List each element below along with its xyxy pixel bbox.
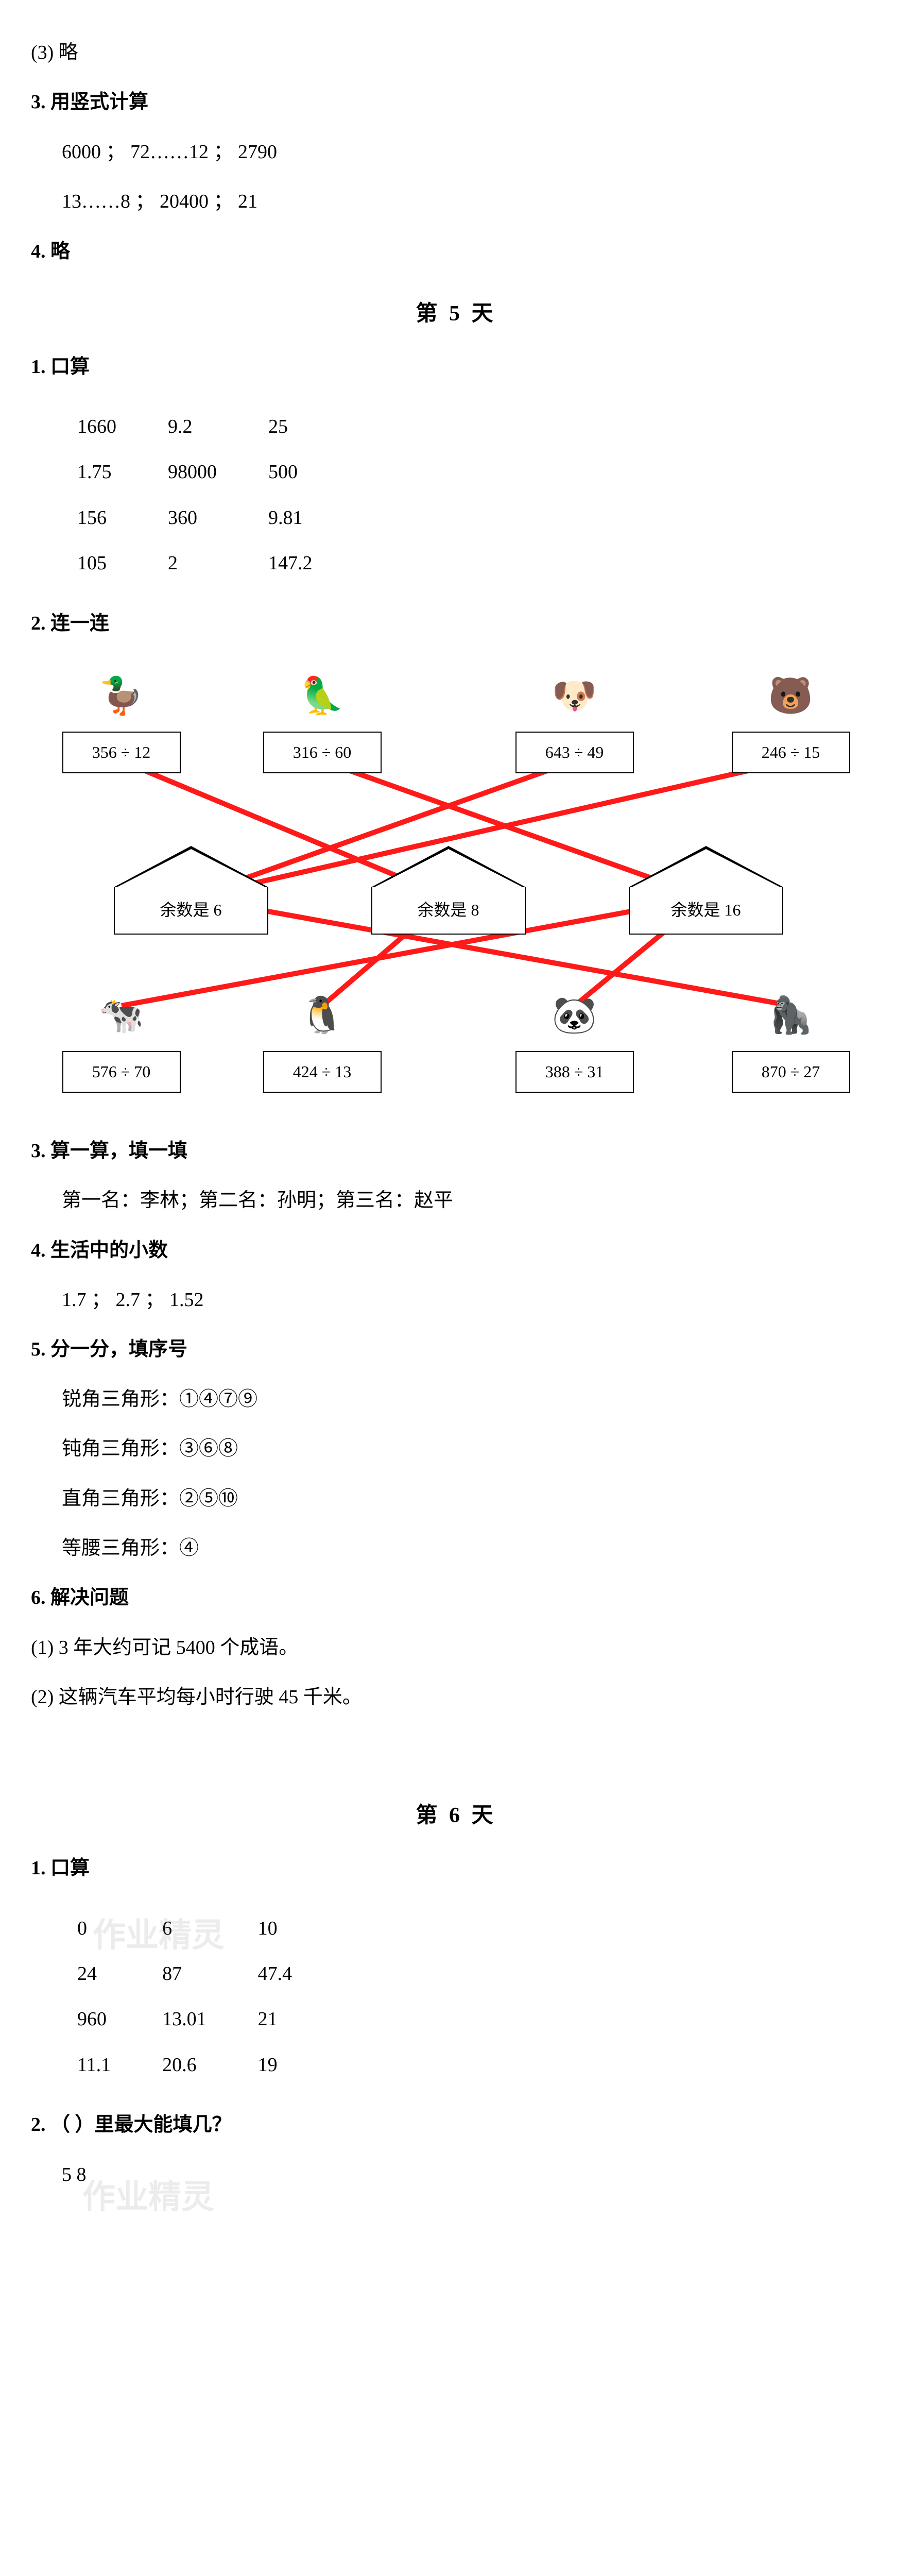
cell: 98000 bbox=[168, 454, 237, 489]
pre-item3: (3) 略 bbox=[31, 35, 881, 70]
cell: 105 bbox=[77, 546, 137, 581]
match-card: 🐧424 ÷ 13 bbox=[263, 985, 382, 1093]
expr-box: 576 ÷ 70 bbox=[62, 1051, 181, 1093]
day6-title: 第 6 天 bbox=[31, 1797, 881, 1836]
match-card: 🦜 316 ÷ 60 bbox=[263, 666, 382, 774]
day5-q5-l3: 直角三角形：②⑤⑩ bbox=[31, 1481, 881, 1516]
animal-icon: 🐼 bbox=[536, 985, 613, 1047]
day5-q5-l1: 锐角三角形：①④⑦⑨ bbox=[31, 1382, 881, 1417]
day6-q2-head: 2. （ ）里最大能填几？ bbox=[31, 2107, 881, 2142]
day6-q1-table: 06 10 24 87 47.4 960 13.01 21 11.1 20.6 19 bbox=[46, 1901, 343, 2093]
house: 余数是 8 bbox=[371, 846, 526, 935]
cell: 21 bbox=[258, 2002, 313, 2037]
matching-diagram: 🦆 356 ÷ 12 🦜 316 ÷ 60 🐶 643 ÷ 49 🐻 246 ÷ 15 🐄576… bbox=[31, 655, 881, 1119]
cell: 24 bbox=[77, 1956, 131, 1991]
animal-icon: 🦜 bbox=[284, 666, 361, 727]
expr-box: 246 ÷ 15 bbox=[732, 732, 850, 774]
match-card: 🐻 246 ÷ 15 bbox=[732, 666, 850, 774]
house: 余数是 6 bbox=[114, 846, 268, 935]
expr-box: 424 ÷ 13 bbox=[263, 1051, 382, 1093]
day5-q4-ans: 1.7 ； 2.7 ； 1.52 bbox=[31, 1282, 881, 1317]
cell: 10 bbox=[258, 1911, 313, 1946]
cell: 20.6 bbox=[162, 2047, 227, 2082]
house: 余数是 16 bbox=[629, 846, 783, 935]
pre-q3-l1: 6000 ； 72……12 ； 2790 bbox=[31, 134, 881, 170]
expr-box: 870 ÷ 27 bbox=[732, 1051, 850, 1093]
expr-box: 643 ÷ 49 bbox=[515, 732, 634, 774]
cell: 1.75 bbox=[77, 454, 137, 489]
expr-box: 316 ÷ 60 bbox=[263, 732, 382, 774]
day5-q5-l2: 钝角三角形：③⑥⑧ bbox=[31, 1431, 881, 1466]
animal-icon: 🐶 bbox=[536, 666, 613, 727]
expr-box: 356 ÷ 12 bbox=[62, 732, 181, 774]
house-label: 余数是 16 bbox=[629, 887, 783, 935]
animal-icon: 🐻 bbox=[752, 666, 830, 727]
cell: 500 bbox=[268, 454, 333, 489]
cell: 87 bbox=[162, 1956, 227, 1991]
cell: 960 bbox=[77, 2002, 131, 2037]
day5-q5-head: 5. 分一分，填序号 bbox=[31, 1332, 881, 1367]
cell: 11.1 bbox=[77, 2047, 131, 2082]
house-label: 余数是 6 bbox=[114, 887, 268, 935]
cell: 1660 bbox=[77, 409, 137, 444]
match-card: 🦍870 ÷ 27 bbox=[732, 985, 850, 1093]
cell: 9.2 bbox=[168, 409, 237, 444]
cell: 9.81 bbox=[268, 500, 333, 535]
cell: 19 bbox=[258, 2047, 313, 2082]
day5-q3-head: 3. 算一算，填一填 bbox=[31, 1133, 881, 1168]
day5-q6-head: 6. 解决问题 bbox=[31, 1580, 881, 1615]
day5-q3-ans: 第一名：李林；第二名：孙明；第三名：赵平 bbox=[31, 1183, 881, 1218]
pre-q4: 4. 略 bbox=[31, 234, 881, 269]
day5-q2-head: 2. 连一连 bbox=[31, 606, 881, 641]
pre-q3-l2: 13……8 ； 20400 ； 21 bbox=[31, 184, 881, 219]
match-card: 🐼388 ÷ 31 bbox=[515, 985, 634, 1093]
animal-icon: 🦆 bbox=[83, 666, 160, 727]
cell: 6 bbox=[162, 1911, 227, 1946]
house-label: 余数是 8 bbox=[371, 887, 526, 935]
cell: 2 bbox=[168, 546, 237, 581]
pre-q3-head: 3. 用竖式计算 bbox=[31, 84, 881, 120]
day5-q1-table: 1660 9.2 25 1.75 98000 500 156 360 9.81 105 2 14… bbox=[46, 399, 364, 591]
expr-box: 388 ÷ 31 bbox=[515, 1051, 634, 1093]
day6-q1-head: 1. 口算 bbox=[31, 1851, 881, 1886]
day5-q4-head: 4. 生活中的小数 bbox=[31, 1233, 881, 1268]
cell: 13.01 bbox=[162, 2002, 227, 2037]
animal-icon: 🐄 bbox=[83, 985, 160, 1047]
match-card: 🐶 643 ÷ 49 bbox=[515, 666, 634, 774]
cell: 360 bbox=[168, 500, 237, 535]
day6-q2-l1: 5 8 bbox=[31, 2157, 881, 2192]
cell: 156 bbox=[77, 500, 137, 535]
cell: 0 bbox=[77, 1911, 131, 1946]
animal-icon: 🦍 bbox=[752, 985, 830, 1047]
day5-q5-l4: 等腰三角形：④ bbox=[31, 1531, 881, 1566]
cell: 25 bbox=[268, 409, 333, 444]
cell: 47.4 bbox=[258, 1956, 313, 1991]
day5-title: 第 5 天 bbox=[31, 295, 881, 334]
match-card: 🦆 356 ÷ 12 bbox=[62, 666, 181, 774]
day5-q6-l1: (1) 3 年大约可记 5400 个成语。 bbox=[31, 1630, 881, 1665]
match-card: 🐄576 ÷ 70 bbox=[62, 985, 181, 1093]
day5-q6-l2: (2) 这辆汽车平均每小时行驶 45 千米。 bbox=[31, 1680, 881, 1715]
day5-q1-head: 1. 口算 bbox=[31, 349, 881, 384]
animal-icon: 🐧 bbox=[284, 985, 361, 1047]
cell: 147.2 bbox=[268, 546, 333, 581]
